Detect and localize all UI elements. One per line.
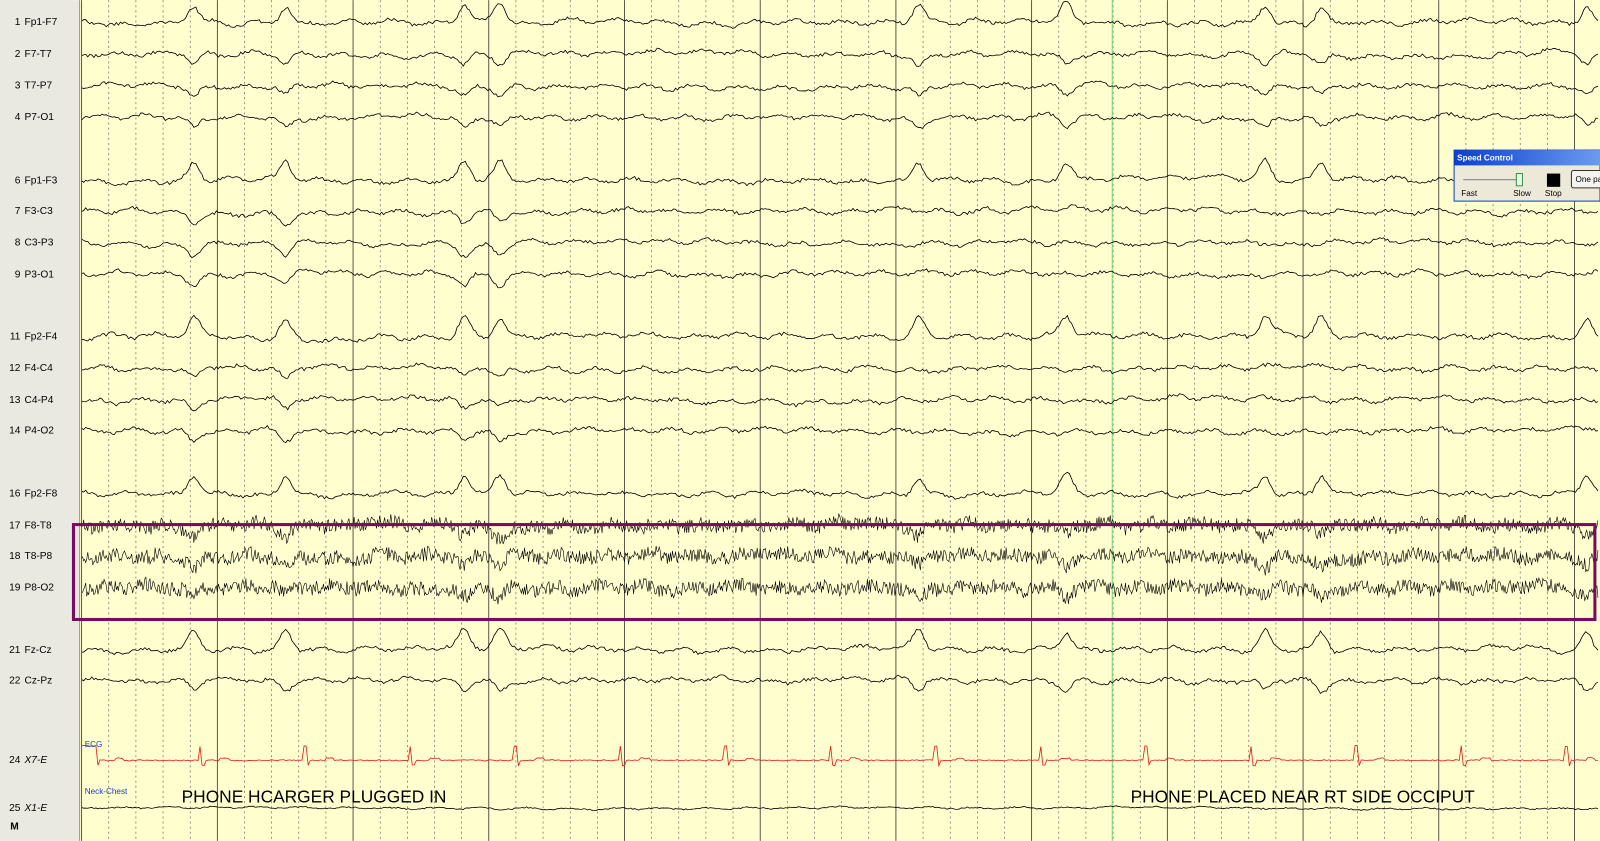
time-grid [81, 0, 1575, 841]
channel-number: 17 [9, 520, 21, 531]
eeg-trace [81, 744, 1598, 768]
annotation: PHONE PLACED NEAR RT SIDE OCCIPUT [1131, 787, 1475, 807]
eeg-trace [81, 674, 1599, 695]
channel-number: 2 [15, 49, 21, 60]
channel-labels: 1 Fp1-F72 F7-T73 T7-P74 P7-O16 Fp1-F37 F3-C38 C… [9, 17, 58, 814]
channel-label: C4-P4 [24, 395, 53, 406]
eeg-trace [81, 362, 1599, 379]
eeg-trace [81, 513, 1599, 545]
channel-number: 11 [10, 332, 21, 343]
one-page-label: One pa [1576, 175, 1600, 184]
channel-label: Fp1-F3 [24, 175, 57, 186]
channel-label: F8-T8 [24, 520, 52, 531]
eeg-trace [81, 314, 1599, 344]
channel-panel [0, 0, 80, 841]
one-page-button[interactable] [1570, 169, 1600, 189]
eeg-trace [81, 471, 1599, 500]
channel-number: 16 [9, 489, 21, 500]
eeg-trace [81, 805, 1599, 812]
traces [81, 0, 1599, 812]
channel-number: 24 [9, 755, 21, 766]
window-title: Speed Control [1457, 153, 1513, 162]
channel-label: P4-O2 [24, 425, 54, 436]
channel-number: 8 [15, 238, 21, 249]
channel-number: 9 [15, 269, 21, 280]
channel-number: 4 [15, 112, 21, 123]
neck-label: Neck-Chest [85, 787, 128, 796]
eeg-trace [81, 204, 1599, 227]
channel-number: 13 [9, 395, 21, 406]
channel-label: F3-C3 [24, 206, 53, 217]
channel-label: Cz-Pz [24, 675, 52, 686]
channel-label: F7-T7 [24, 49, 52, 60]
channel-label: Fp2-F8 [24, 489, 57, 500]
eeg-trace [81, 237, 1599, 259]
eeg-trace [81, 268, 1599, 289]
eeg-trace [81, 393, 1599, 412]
eeg-trace [81, 157, 1599, 187]
channel-number: 12 [9, 363, 21, 374]
channel-number: 6 [15, 175, 21, 186]
channel-label: Fp1-F7 [24, 17, 57, 28]
eeg-trace [81, 0, 1599, 29]
channel-label: T7-P7 [24, 80, 52, 91]
annotation: PHONE HCARGER PLUGGED IN [182, 787, 447, 807]
channel-label: F4-C4 [24, 363, 53, 374]
eeg-trace [81, 111, 1598, 130]
channel-label: C3-P3 [24, 238, 53, 249]
highlight-box [71, 523, 1597, 622]
stop-label: Stop [1545, 189, 1562, 198]
channel-label: X7-E [23, 755, 47, 766]
eeg-trace [81, 627, 1599, 656]
channel-number: 18 [9, 551, 21, 562]
channel-label: T8-P8 [24, 551, 52, 562]
eeg-trace [81, 576, 1599, 605]
channel-label: P8-O2 [24, 583, 54, 594]
channel-number: 22 [9, 675, 21, 686]
eeg-trace [81, 424, 1599, 444]
channel-label: P7-O1 [24, 112, 54, 123]
title-bar [1454, 150, 1600, 166]
slider-thumb[interactable] [1515, 173, 1523, 187]
stop-button[interactable] [1546, 173, 1561, 187]
channel-label: Fp2-F4 [24, 332, 57, 343]
channel-number: 3 [15, 80, 21, 91]
channel-number: 21 [9, 645, 21, 656]
channel-number: 19 [9, 583, 21, 594]
eeg-trace [81, 545, 1599, 576]
montage-marker: M [10, 821, 19, 832]
ecg-label: ECG [85, 740, 103, 749]
channel-label: X1-E [23, 803, 47, 814]
channel-number: 1 [15, 17, 21, 28]
channel-label: P3-O1 [24, 269, 54, 280]
channel-label: Fz-Cz [24, 645, 51, 656]
slow-label: Slow [1513, 189, 1531, 198]
eeg-trace [81, 47, 1599, 67]
channel-number: 14 [9, 425, 21, 436]
eeg-trace [81, 80, 1599, 98]
channel-number: 7 [15, 206, 21, 217]
fast-label: Fast [1461, 189, 1478, 198]
speed-control: Speed Control Fast Slow Stop One pa [1453, 149, 1600, 202]
channel-number: 25 [9, 803, 21, 814]
